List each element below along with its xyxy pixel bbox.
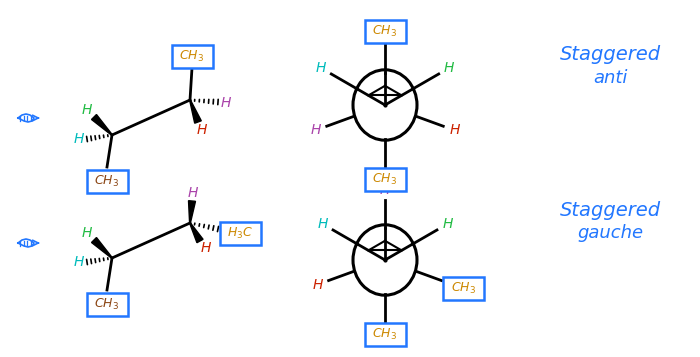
Polygon shape xyxy=(190,100,202,123)
Text: $CH_3$: $CH_3$ xyxy=(94,174,120,188)
Text: H: H xyxy=(449,123,460,137)
FancyBboxPatch shape xyxy=(87,292,127,316)
Text: H: H xyxy=(444,61,454,75)
FancyBboxPatch shape xyxy=(220,221,260,245)
FancyBboxPatch shape xyxy=(172,45,213,67)
Text: $CH_3$: $CH_3$ xyxy=(372,326,398,342)
Text: H: H xyxy=(74,255,84,269)
Text: H: H xyxy=(188,186,198,200)
Text: $H_3C$: $H_3C$ xyxy=(227,226,253,241)
Text: H: H xyxy=(201,241,211,255)
Text: H: H xyxy=(74,132,84,146)
Text: H: H xyxy=(442,217,452,231)
Text: H: H xyxy=(312,278,323,292)
Text: H: H xyxy=(220,96,231,110)
Text: H: H xyxy=(82,226,92,240)
Text: $CH_3$: $CH_3$ xyxy=(452,281,477,296)
Text: Staggered: Staggered xyxy=(559,45,661,65)
Text: $CH_3$: $CH_3$ xyxy=(94,296,120,312)
Text: H: H xyxy=(82,103,92,117)
Polygon shape xyxy=(190,223,203,243)
Text: Staggered: Staggered xyxy=(559,201,661,220)
Text: $CH_3$: $CH_3$ xyxy=(372,24,398,39)
Text: anti: anti xyxy=(593,69,627,87)
Text: H: H xyxy=(310,123,321,137)
FancyBboxPatch shape xyxy=(87,170,127,192)
Text: H: H xyxy=(316,61,326,75)
Text: H: H xyxy=(197,123,207,137)
FancyBboxPatch shape xyxy=(365,167,405,191)
FancyBboxPatch shape xyxy=(443,277,484,300)
Text: $CH_3$: $CH_3$ xyxy=(372,171,398,187)
FancyBboxPatch shape xyxy=(365,322,405,346)
Text: H: H xyxy=(318,217,328,231)
Polygon shape xyxy=(92,115,112,135)
Text: H: H xyxy=(380,183,390,197)
Polygon shape xyxy=(92,237,112,258)
Polygon shape xyxy=(188,201,195,223)
FancyBboxPatch shape xyxy=(365,20,405,42)
Text: gauche: gauche xyxy=(577,224,643,242)
Text: $CH_3$: $CH_3$ xyxy=(179,49,204,64)
